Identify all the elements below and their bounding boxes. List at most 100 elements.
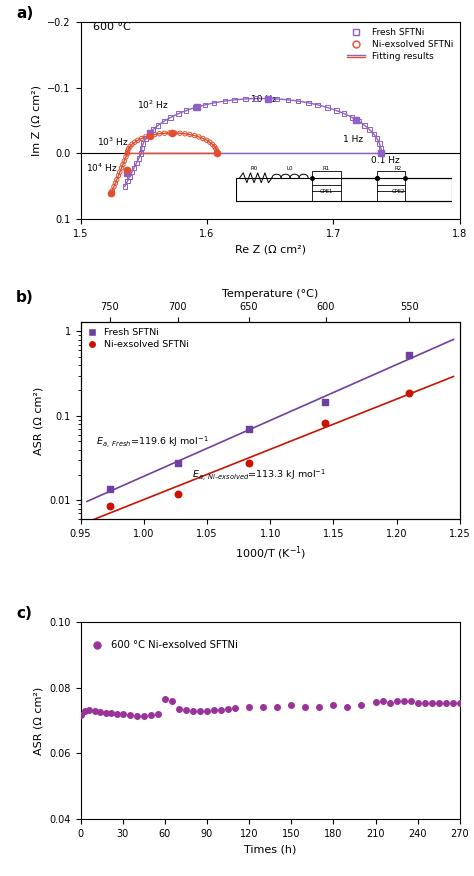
Point xyxy=(137,146,145,160)
Point xyxy=(316,700,323,714)
Point xyxy=(428,696,436,710)
Point xyxy=(118,161,125,175)
Point xyxy=(124,174,131,188)
Point xyxy=(171,126,179,140)
Point xyxy=(273,92,281,106)
Point xyxy=(174,107,182,121)
Point xyxy=(259,700,267,714)
Point xyxy=(91,703,99,717)
Legend: Fresh SFTNi, Ni-exsolved SFTNi: Fresh SFTNi, Ni-exsolved SFTNi xyxy=(85,327,191,351)
Point xyxy=(133,156,140,170)
Point xyxy=(245,422,253,436)
Point xyxy=(196,703,204,717)
Text: $E_{a,\ Fresh}$=119.6 kJ mol$^{-1}$: $E_{a,\ Fresh}$=119.6 kJ mol$^{-1}$ xyxy=(96,434,209,449)
Point xyxy=(147,709,155,723)
Point xyxy=(379,695,386,709)
Point xyxy=(213,146,221,160)
Point xyxy=(252,91,259,105)
Point xyxy=(108,706,115,720)
Point xyxy=(213,144,220,158)
Point xyxy=(122,150,130,164)
Point xyxy=(135,152,143,166)
Point xyxy=(203,703,211,717)
Point xyxy=(217,703,225,717)
Point xyxy=(126,139,134,153)
Text: 1 Hz: 1 Hz xyxy=(344,135,364,144)
Point xyxy=(126,170,133,184)
Point xyxy=(344,700,351,714)
Point xyxy=(134,133,142,147)
Y-axis label: ASR (Ω cm²): ASR (Ω cm²) xyxy=(34,686,44,754)
X-axis label: Times (h): Times (h) xyxy=(244,844,296,854)
Point xyxy=(407,695,414,709)
Point xyxy=(195,130,203,144)
Point xyxy=(324,101,331,115)
Point xyxy=(155,127,163,141)
Point xyxy=(400,695,407,709)
Point xyxy=(414,696,421,710)
Point xyxy=(365,123,373,137)
Text: $10^4$ Hz: $10^4$ Hz xyxy=(86,161,118,173)
Point xyxy=(377,141,385,155)
Text: b): b) xyxy=(16,290,34,305)
Point xyxy=(209,138,216,152)
Point xyxy=(245,456,253,470)
Point xyxy=(174,456,182,470)
Point xyxy=(146,129,154,143)
Point xyxy=(116,165,124,179)
Point xyxy=(361,118,368,132)
Point xyxy=(161,114,168,128)
Point xyxy=(231,93,238,107)
Point xyxy=(386,696,393,710)
Point xyxy=(120,154,128,168)
Point xyxy=(421,696,428,710)
Text: $10^3$ Hz: $10^3$ Hz xyxy=(97,135,129,147)
Point xyxy=(203,133,210,147)
Point xyxy=(128,138,136,152)
Point xyxy=(119,158,127,172)
Point xyxy=(321,394,328,408)
Point xyxy=(145,127,153,141)
Point xyxy=(263,91,271,105)
Y-axis label: ASR (Ω cm²): ASR (Ω cm²) xyxy=(34,386,44,455)
Point xyxy=(294,94,302,108)
Point xyxy=(110,180,118,194)
Point xyxy=(221,94,228,108)
Point xyxy=(113,707,121,721)
Point xyxy=(138,141,146,155)
X-axis label: Re Z (Ω cm²): Re Z (Ω cm²) xyxy=(235,244,306,255)
Point xyxy=(201,98,209,112)
Point xyxy=(124,146,131,160)
Point xyxy=(182,103,190,117)
Point xyxy=(246,700,253,714)
Point xyxy=(210,703,218,717)
Point xyxy=(182,703,190,717)
Point xyxy=(130,161,138,175)
Point xyxy=(166,126,173,140)
Point xyxy=(96,705,104,719)
Point xyxy=(125,142,132,156)
Point xyxy=(137,146,145,160)
Point xyxy=(191,101,199,115)
Point xyxy=(113,173,120,187)
Point xyxy=(376,137,383,151)
Point xyxy=(189,704,197,718)
Point xyxy=(119,708,127,722)
Point xyxy=(287,697,295,711)
Point xyxy=(168,695,176,709)
Point xyxy=(124,144,131,158)
Point xyxy=(85,703,93,717)
Point xyxy=(212,142,219,156)
Point xyxy=(107,187,115,201)
Point xyxy=(405,349,413,363)
Point xyxy=(175,702,182,716)
Point xyxy=(133,709,141,723)
Text: 600 °C: 600 °C xyxy=(93,22,131,32)
Point xyxy=(121,180,128,194)
Point xyxy=(206,135,214,149)
Text: 600 °C Ni-exsolved SFTNi: 600 °C Ni-exsolved SFTNi xyxy=(111,639,238,650)
Text: 10 Hz: 10 Hz xyxy=(251,95,277,104)
Point xyxy=(442,696,449,710)
Point xyxy=(378,146,385,160)
Point xyxy=(139,137,147,151)
